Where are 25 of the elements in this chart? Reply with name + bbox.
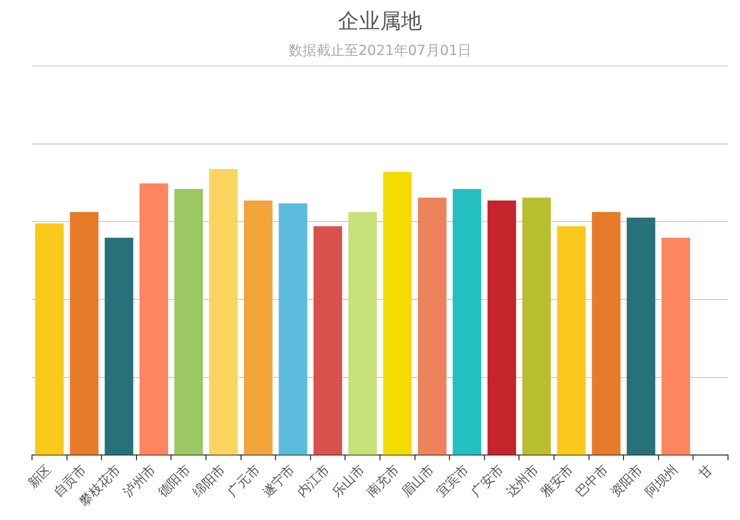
bar [418, 198, 446, 455]
bar [592, 212, 620, 455]
bar [452, 189, 482, 455]
bar [522, 198, 551, 455]
bar [383, 172, 412, 455]
bar [278, 203, 308, 455]
bar [314, 226, 342, 455]
x-tick-label: 新区 [26, 462, 55, 492]
bar [140, 183, 168, 455]
bar [35, 223, 64, 455]
x-tick-label: 阿坝州 [642, 462, 682, 501]
bar [244, 200, 272, 455]
bar [70, 212, 98, 455]
bar [348, 212, 377, 455]
bar [557, 226, 586, 455]
bar [209, 169, 238, 455]
bar [626, 218, 656, 455]
bar [662, 238, 690, 455]
chart-title: 企业属地 [338, 9, 422, 34]
bar [104, 238, 134, 455]
x-tick-label: 甘 [696, 462, 716, 482]
chart-subtitle: 数据截止至2021年07月01日 [288, 43, 472, 60]
x-tick-label: 巴中市 [573, 462, 612, 501]
bar [174, 189, 203, 455]
bar [488, 200, 516, 455]
